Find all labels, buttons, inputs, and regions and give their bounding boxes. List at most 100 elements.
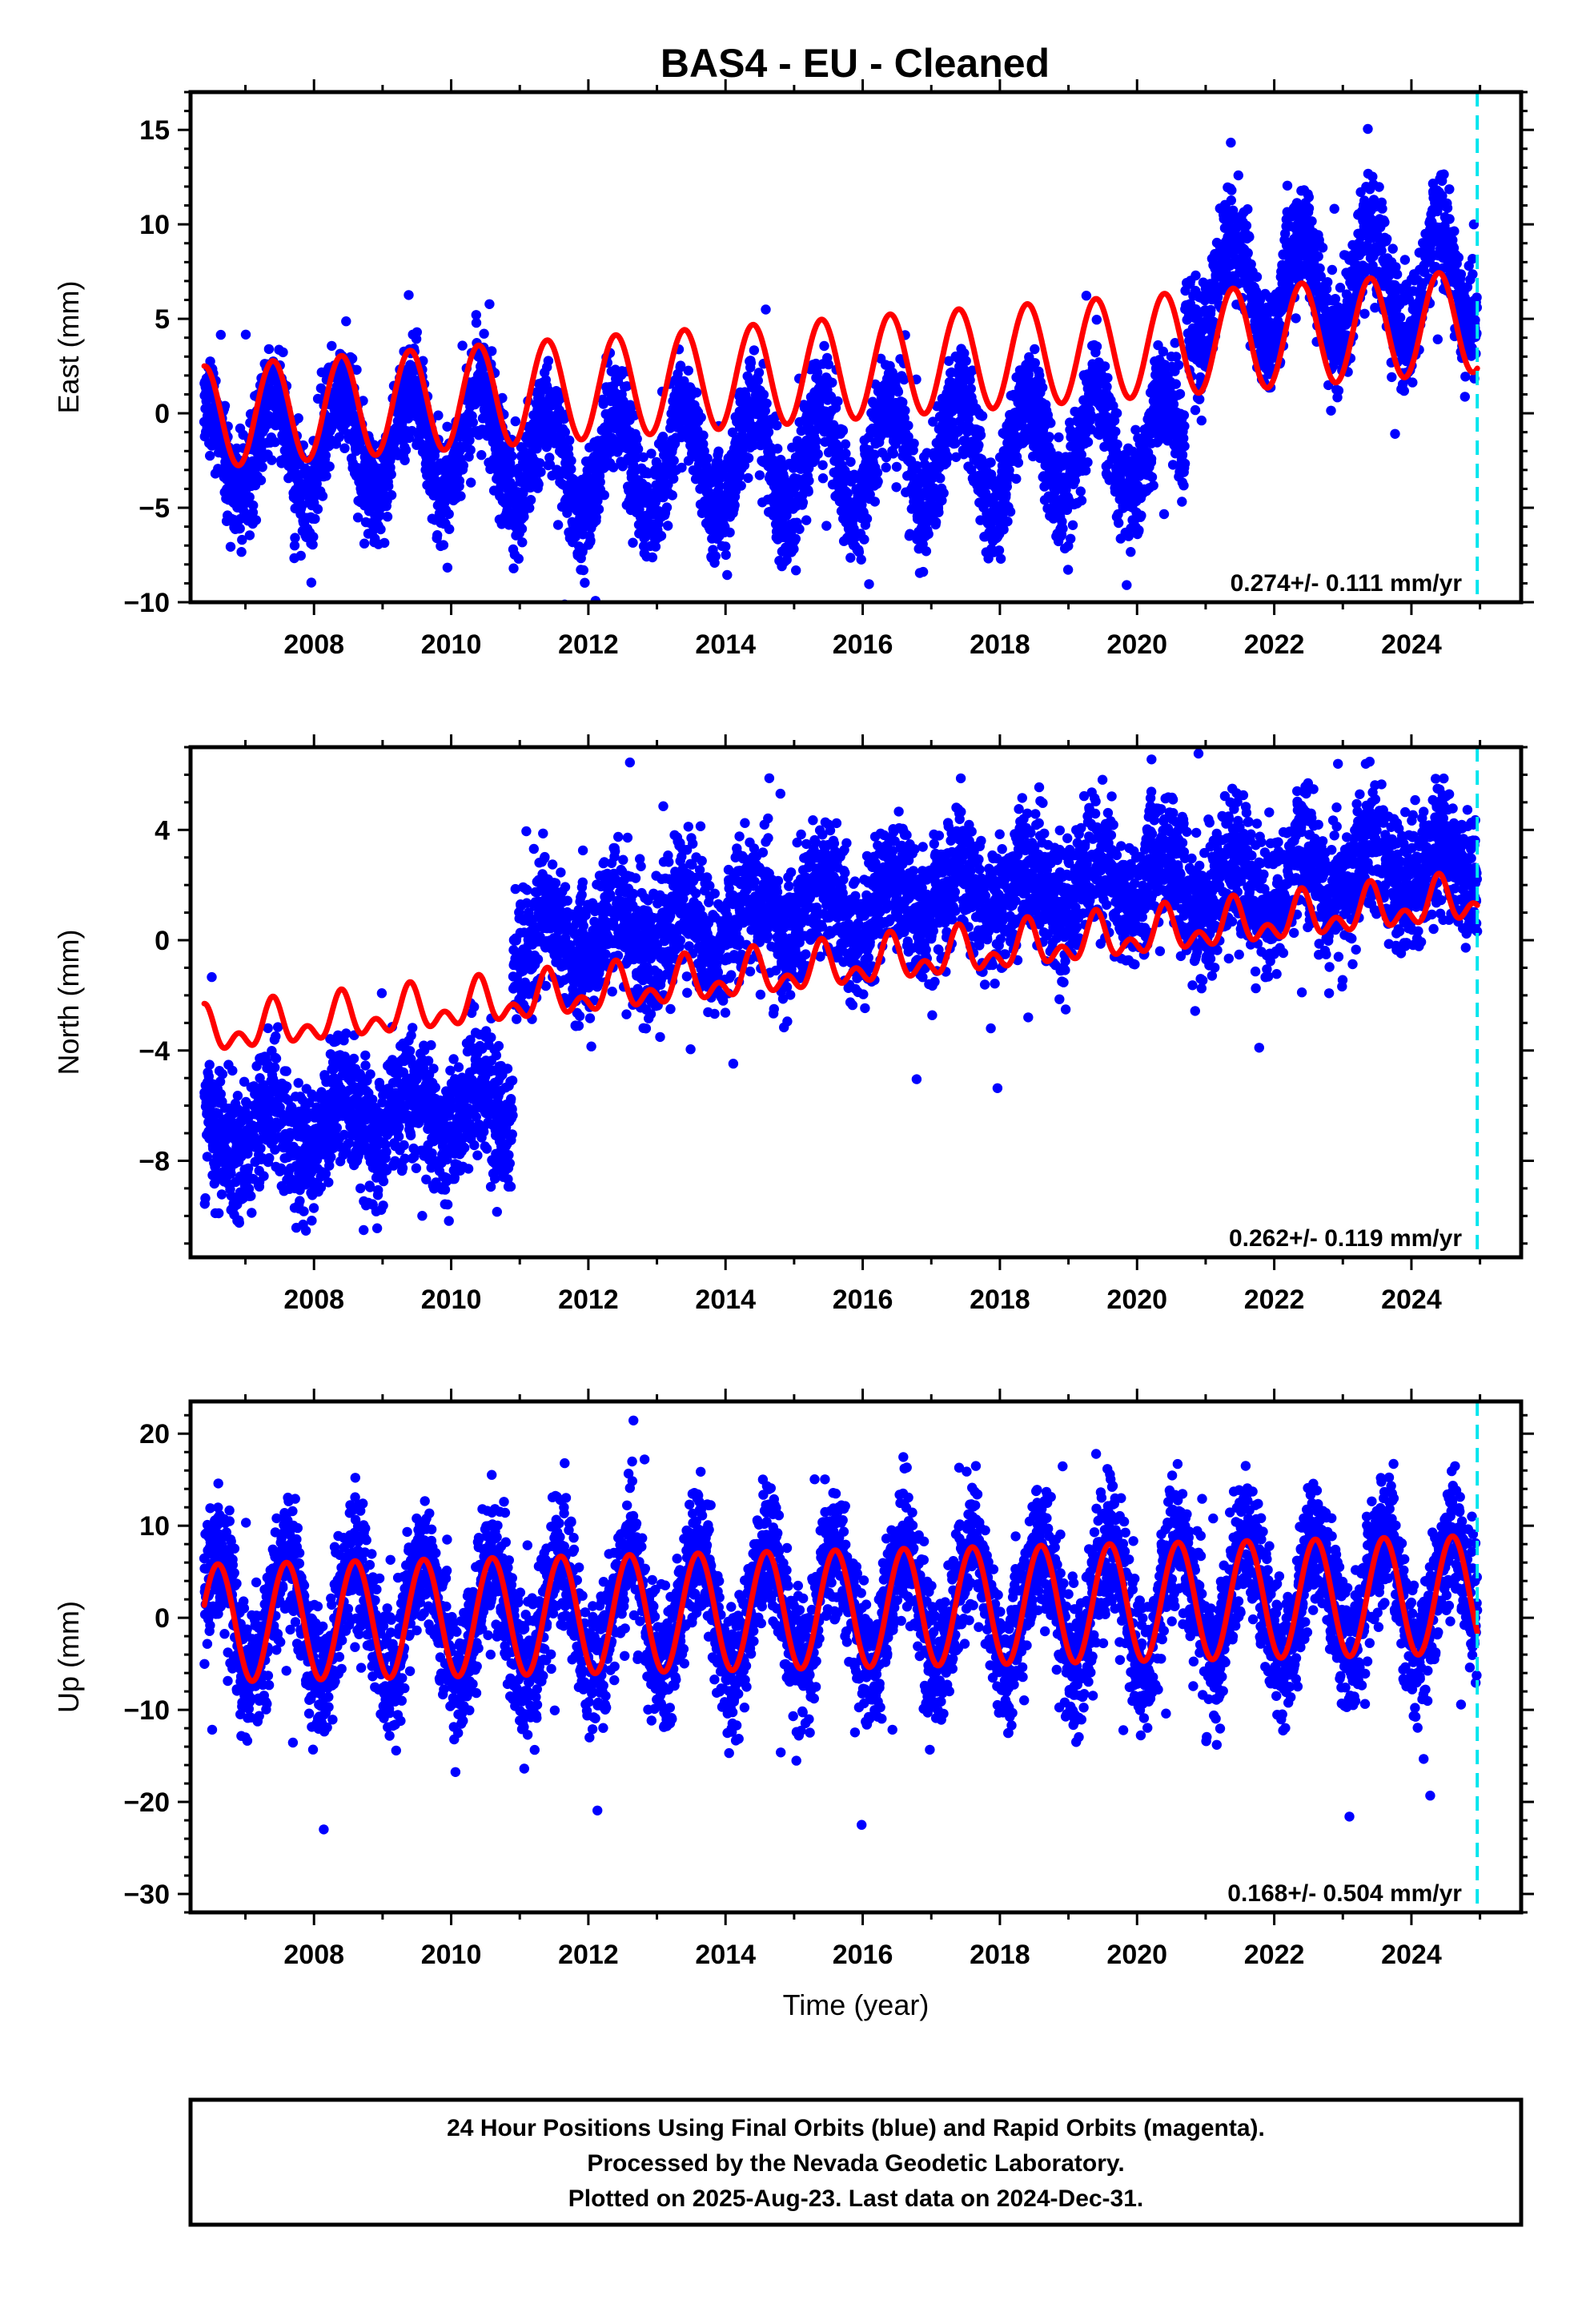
data-point	[1112, 439, 1122, 450]
data-point	[1038, 382, 1048, 393]
chart-title: BAS4 - EU - Cleaned	[661, 41, 1050, 86]
data-point	[1076, 495, 1087, 506]
data-point	[468, 417, 478, 428]
data-point	[267, 455, 277, 465]
data-point	[351, 364, 362, 375]
data-point	[845, 553, 856, 563]
data-point	[536, 467, 546, 477]
data-point	[458, 460, 468, 471]
data-point	[861, 513, 873, 524]
data-point	[379, 537, 390, 549]
data-point	[966, 384, 977, 394]
data-point	[656, 530, 667, 541]
data-point	[1226, 195, 1237, 206]
data-point	[621, 381, 632, 392]
data-point	[552, 520, 564, 530]
data-point	[236, 547, 247, 557]
data-point	[743, 452, 754, 464]
data-point	[1329, 203, 1339, 214]
data-point	[923, 529, 934, 540]
data-point	[891, 482, 901, 493]
data-point	[1177, 497, 1187, 507]
data-point	[535, 458, 545, 468]
data-point	[1282, 180, 1293, 191]
data-point	[745, 357, 757, 368]
data-point	[560, 427, 570, 437]
data-point	[1158, 509, 1170, 520]
data-point	[516, 524, 528, 534]
data-point	[593, 504, 604, 515]
data-point	[1070, 476, 1081, 486]
data-point	[864, 579, 874, 589]
data-point	[433, 410, 444, 420]
data-point	[842, 488, 853, 499]
data-point	[465, 444, 476, 456]
data-point	[487, 346, 497, 356]
data-point	[817, 473, 829, 484]
data-point	[477, 364, 488, 374]
data-point	[961, 356, 971, 366]
data-point	[1126, 547, 1136, 557]
data-point	[1047, 607, 1057, 617]
data-point	[859, 534, 869, 545]
data-point	[1333, 385, 1344, 396]
data-point	[580, 577, 590, 588]
data-point	[554, 405, 564, 416]
data-point	[306, 577, 317, 588]
data-point	[725, 527, 735, 538]
data-point	[713, 446, 724, 456]
data-point	[555, 393, 566, 404]
data-point	[921, 546, 932, 557]
data-point	[307, 539, 318, 550]
data-point	[743, 472, 753, 484]
data-point	[821, 521, 832, 531]
data-point	[1136, 510, 1146, 521]
data-point	[669, 473, 679, 484]
data-point	[888, 448, 899, 459]
data-point	[729, 500, 740, 511]
data-point	[290, 533, 300, 543]
data-point	[1030, 344, 1040, 355]
data-point	[352, 513, 363, 523]
data-point	[454, 476, 465, 486]
data-point	[444, 524, 455, 534]
data-point	[400, 444, 412, 456]
data-point	[404, 290, 414, 300]
data-point	[1091, 341, 1102, 352]
data-point	[1178, 410, 1190, 420]
data-point	[663, 521, 673, 531]
data-point	[1195, 394, 1205, 404]
data-point	[578, 565, 588, 576]
data-point	[1005, 506, 1016, 517]
data-point	[476, 450, 487, 460]
data-point	[308, 532, 319, 542]
data-point	[965, 375, 975, 385]
data-point	[753, 368, 765, 378]
data-point	[801, 515, 812, 525]
data-point	[289, 541, 300, 551]
data-point	[341, 316, 351, 327]
data-point	[1081, 465, 1091, 476]
data-point	[626, 402, 636, 413]
data-point	[598, 399, 608, 409]
data-point	[1323, 277, 1333, 287]
data-point	[646, 448, 656, 459]
data-point	[566, 456, 576, 466]
data-point	[1190, 404, 1201, 416]
data-point	[599, 490, 609, 501]
data-point	[293, 413, 303, 424]
data-point	[347, 353, 358, 364]
data-point	[1303, 203, 1315, 214]
data-point	[721, 549, 731, 561]
data-point	[310, 513, 320, 525]
data-point	[696, 412, 706, 423]
data-point	[881, 462, 891, 472]
data-point	[790, 533, 801, 544]
data-point	[327, 340, 337, 352]
data-point	[873, 476, 883, 487]
data-point	[1179, 458, 1191, 469]
data-point	[257, 462, 267, 472]
data-point	[444, 509, 454, 520]
data-point	[595, 476, 605, 488]
data-point	[1178, 480, 1189, 491]
